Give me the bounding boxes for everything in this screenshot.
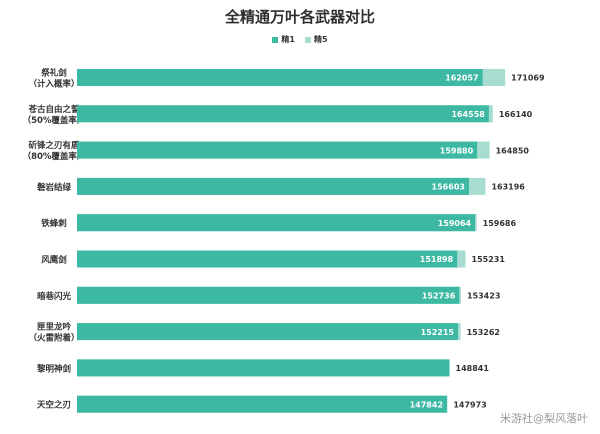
category-label: 黎明神剑 — [36, 363, 71, 374]
category-label: 祭礼剑 — [40, 68, 67, 79]
category-label: 铁蜂刺 — [41, 218, 67, 229]
legend-swatch-r1 — [272, 36, 279, 43]
legend-item-r5: 精5 — [305, 34, 328, 45]
legend-label-r5: 精5 — [314, 35, 328, 44]
bar-r1 — [77, 105, 489, 123]
category-label: 匣里龙吟 — [37, 322, 72, 333]
data-label-r5: 147973 — [453, 400, 486, 409]
category-label: 苍古自由之誓 — [27, 104, 80, 115]
category-label: 磐岩结绿 — [36, 182, 72, 193]
data-label-r5: 164850 — [496, 146, 530, 155]
category-label: 斫锋之刃有盾 — [28, 140, 80, 151]
category-label: （火雷附着） — [28, 333, 79, 344]
bar-r1 — [77, 141, 478, 159]
bar-r1 — [77, 286, 460, 304]
data-label-r1: 147842 — [410, 400, 443, 409]
data-label-r1: 152736 — [422, 292, 456, 301]
data-label-r1: 162057 — [445, 74, 478, 83]
data-label-r5: 148841 — [456, 364, 490, 373]
data-label-r5: 163196 — [491, 183, 525, 192]
legend-swatch-r5 — [305, 36, 311, 43]
data-label-r1: 156603 — [432, 183, 465, 192]
bar-r1 — [77, 250, 458, 268]
data-label-r5: 159686 — [483, 219, 517, 228]
bar-r1 — [77, 395, 448, 413]
category-label: 天空之刃 — [37, 400, 71, 411]
category-label: （50%覆盖率） — [23, 115, 86, 126]
bar-r1 — [77, 177, 469, 195]
chart-title: 全精通万叶各武器对比 — [224, 8, 375, 26]
bar-r1 — [77, 214, 476, 232]
category-label: 风鹰剑 — [41, 255, 67, 266]
category-label: （计入概率） — [28, 79, 79, 90]
category-label: 暗巷闪光 — [37, 291, 72, 302]
chart-legend: 精1 精5 — [0, 34, 600, 45]
data-label-r1: 151898 — [420, 255, 454, 264]
watermark: 米游社@梨风落叶 — [500, 412, 588, 425]
data-label-r1: 159880 — [440, 146, 474, 155]
data-label-r5: 166140 — [499, 110, 533, 119]
data-label-r1: 164558 — [451, 110, 485, 119]
data-label-r1: 152215 — [421, 328, 455, 337]
bar-r1 — [77, 323, 458, 341]
legend-label-r1: 精1 — [281, 35, 295, 44]
data-label-r5: 171069 — [511, 74, 545, 83]
data-label-r5: 155231 — [472, 255, 506, 264]
bar-r1 — [77, 69, 483, 86]
legend-item-r1: 精1 — [272, 34, 295, 45]
data-label-r5: 153262 — [467, 328, 500, 337]
data-label-r5: 153423 — [467, 292, 500, 301]
bar-r1 — [77, 359, 450, 377]
category-label: （80%覆盖率） — [23, 151, 86, 162]
data-label-r1: 159064 — [438, 219, 472, 228]
